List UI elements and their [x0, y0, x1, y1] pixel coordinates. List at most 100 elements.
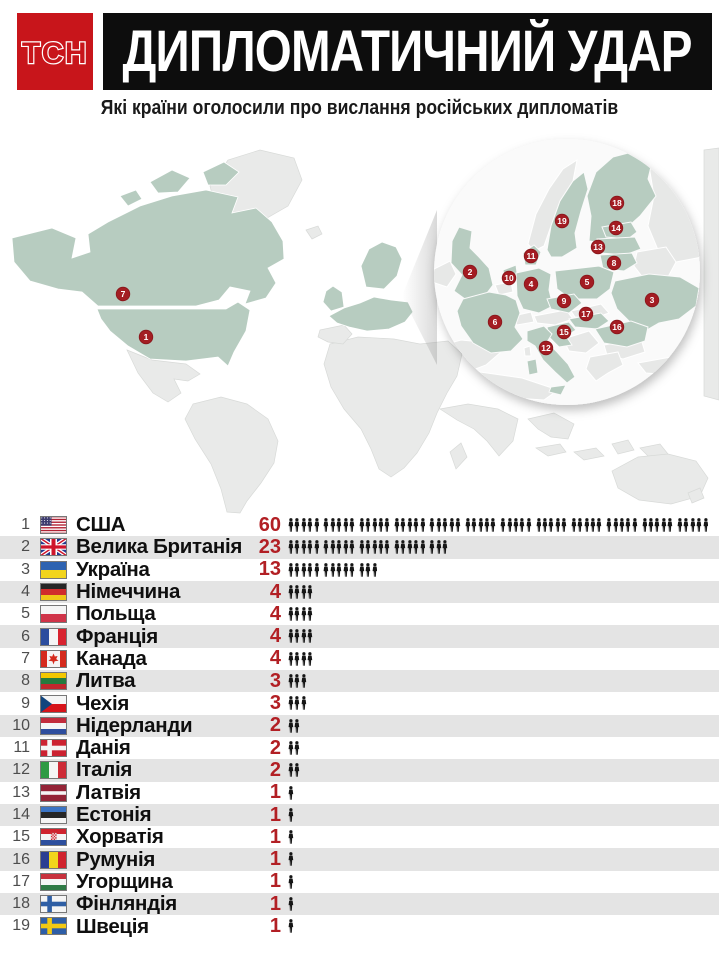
- person-icon: [561, 518, 567, 532]
- person-icon: [683, 518, 689, 532]
- expelled-count: 13: [258, 558, 281, 581]
- person-icon-group: [288, 718, 300, 733]
- person-icon: [288, 562, 294, 577]
- flag-italy-icon: [40, 761, 67, 780]
- person-icon: [372, 540, 377, 555]
- person-icon: [613, 518, 618, 532]
- map-marker-number: 18: [612, 198, 622, 208]
- sicily: [548, 384, 567, 396]
- flag-france-icon: [40, 627, 67, 646]
- map-marker: 4: [523, 276, 539, 292]
- germany: [515, 267, 554, 314]
- flag-germany-icon: [40, 583, 67, 602]
- person-icon: [401, 518, 406, 532]
- tsn-logo: ТСН: [17, 13, 93, 90]
- person-icon-group: [571, 518, 602, 532]
- person-icon: [336, 518, 342, 532]
- southeast-asia: [527, 412, 575, 440]
- person-icon: [378, 518, 384, 532]
- map-marker: 12: [538, 340, 554, 356]
- person-icon: [606, 518, 612, 532]
- person-icon-group: [288, 741, 300, 755]
- person-icon: [288, 696, 294, 711]
- person-icon: [307, 585, 313, 599]
- map-marker: 6: [487, 314, 503, 330]
- person-icon: [288, 874, 294, 889]
- country-name: Литва: [76, 669, 136, 693]
- map-marker: 18: [609, 195, 625, 211]
- tsn-logo-background: [17, 13, 93, 90]
- country-name: Польща: [76, 602, 156, 626]
- country-rank: 2: [21, 538, 30, 556]
- greece: [585, 351, 624, 382]
- mexico: [126, 349, 201, 403]
- person-icons: [288, 718, 300, 733]
- person-icon: [365, 540, 371, 555]
- person-icon: [314, 562, 319, 577]
- person-icon: [294, 629, 300, 644]
- person-icon: [619, 518, 625, 532]
- person-icon: [349, 562, 355, 577]
- person-icon: [301, 696, 306, 711]
- country-name: Румунія: [76, 847, 156, 871]
- europe-inset-map: 18 19 14 13 11 8 2 10 5 4 3 9 17 6 16 15 12: [434, 139, 700, 405]
- country-name: Нідерланди: [76, 713, 193, 737]
- expelled-count: 23: [258, 535, 281, 558]
- country-row: 17 Угорщина 1: [0, 870, 719, 893]
- person-icon-group: [288, 874, 294, 889]
- country-row: 1 США 60: [0, 513, 719, 536]
- arctic-island-3: [119, 189, 143, 207]
- person-icon-group: [288, 540, 319, 555]
- country-name: Німеччина: [76, 580, 181, 604]
- country-rank: 15: [12, 828, 30, 846]
- person-icon-group: [288, 807, 294, 822]
- hungary: [568, 312, 610, 330]
- expelled-count: 4: [269, 602, 281, 625]
- person-icon: [394, 540, 400, 555]
- person-icon: [330, 540, 335, 555]
- country-name: Латвія: [76, 780, 141, 804]
- map-marker-number: 2: [468, 267, 473, 277]
- flag-croatia-icon: [40, 828, 67, 847]
- australia: [611, 453, 709, 505]
- map-marker-number: 7: [121, 289, 126, 299]
- person-icon: [642, 518, 647, 532]
- russia-northeast: [647, 147, 700, 263]
- person-icon: [288, 897, 294, 911]
- person-icons: [288, 897, 294, 911]
- person-icon: [307, 540, 313, 555]
- map-marker: 19: [554, 213, 570, 229]
- country-rank: 9: [21, 694, 30, 712]
- person-icon-group: [323, 540, 355, 555]
- map-marker-number: 15: [559, 327, 569, 337]
- madagascar: [449, 442, 468, 470]
- country-name: Велика Британія: [76, 535, 243, 559]
- person-icons: [288, 562, 377, 577]
- country-rank: 13: [12, 783, 30, 801]
- flag-denmark-icon: [40, 739, 67, 758]
- person-icons: [288, 629, 313, 644]
- expelled-count: 2: [269, 714, 281, 737]
- expelled-count: 2: [269, 758, 281, 781]
- canada-alaska: [11, 189, 285, 307]
- flag-romania-icon: [40, 850, 67, 869]
- expelled-count: 3: [269, 692, 281, 715]
- country-row: 15 Хорватія 1: [0, 825, 719, 848]
- country-name: Канада: [76, 646, 147, 670]
- iceland: [305, 225, 323, 240]
- flag-lithuania-icon: [40, 672, 67, 691]
- expelled-count: 1: [269, 914, 281, 937]
- person-icon: [667, 518, 673, 532]
- person-icon: [288, 785, 294, 800]
- person-icon: [436, 540, 442, 555]
- east-asia-sliver: [703, 147, 719, 401]
- united-kingdom: [450, 226, 494, 300]
- person-icons: [288, 763, 300, 777]
- person-icon-group: [465, 518, 496, 532]
- person-icon-group: [288, 919, 294, 934]
- person-icon: [301, 518, 306, 532]
- person-icon: [359, 540, 364, 555]
- country-rank: 19: [12, 917, 30, 935]
- person-icon: [307, 651, 313, 666]
- country-name: Фінляндія: [76, 892, 177, 916]
